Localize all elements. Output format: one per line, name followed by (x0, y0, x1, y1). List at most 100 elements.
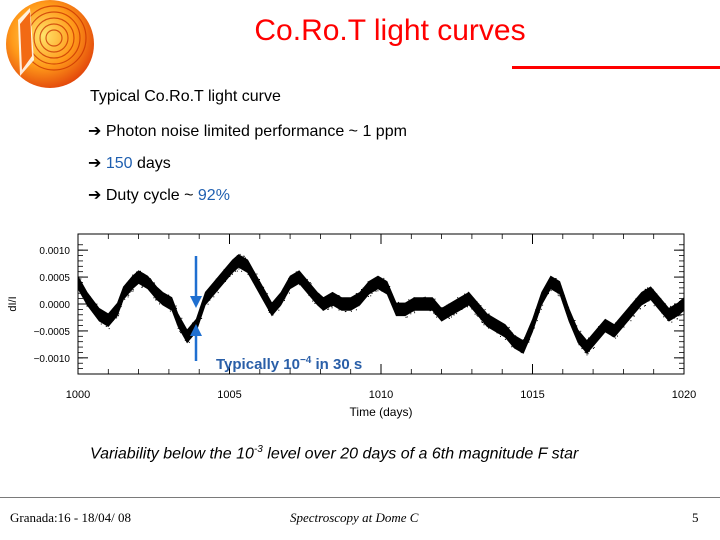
noise-point (96, 303, 98, 305)
noise-point (660, 306, 662, 307)
noise-point (327, 309, 329, 310)
noise-point (112, 319, 114, 321)
noise-point (208, 296, 210, 298)
noise-point (288, 277, 290, 279)
noise-point (300, 272, 301, 274)
noise-point (651, 297, 653, 298)
noise-point (363, 293, 365, 295)
noise-point (670, 305, 672, 307)
noise-point (431, 298, 433, 300)
noise-point (184, 330, 186, 332)
noise-point (90, 304, 92, 306)
noise-point (124, 298, 126, 300)
noise-point (489, 318, 491, 320)
noise-point (550, 290, 552, 292)
noise-point (548, 279, 550, 281)
noise-point (536, 310, 538, 311)
noise-point (578, 344, 580, 346)
noise-point (664, 307, 666, 309)
x-tick-label: 1005 (217, 389, 241, 401)
noise-point (481, 318, 483, 320)
noise-point (198, 314, 200, 316)
noise-point (133, 282, 135, 284)
noise-point (593, 333, 595, 335)
noise-point (304, 279, 306, 281)
noise-point (188, 341, 190, 343)
noise-point (474, 313, 476, 315)
noise-point (132, 289, 134, 291)
noise-point (652, 298, 654, 300)
noise-point (149, 278, 151, 280)
right-arrow-icon: ➔ (88, 155, 102, 172)
noise-point (659, 303, 661, 305)
noise-point (181, 322, 183, 323)
noise-point (448, 317, 450, 319)
noise-point (660, 298, 662, 300)
noise-point (314, 302, 316, 304)
noise-point (310, 285, 312, 287)
noise-point (200, 310, 202, 312)
noise-point (409, 309, 411, 311)
noise-point (632, 306, 634, 307)
noise-point (478, 303, 480, 305)
noise-point (140, 279, 142, 280)
noise-point (382, 278, 383, 280)
noise-point (340, 298, 342, 300)
noise-point (160, 298, 162, 300)
noise-point (680, 310, 682, 312)
noise-point (106, 320, 108, 322)
noise-point (165, 299, 167, 301)
noise-point (557, 294, 559, 296)
noise-point (99, 316, 101, 318)
noise-point (150, 289, 152, 291)
noise-point (149, 288, 151, 290)
noise-point (544, 296, 546, 298)
noise-point (434, 306, 435, 308)
noise-point (534, 311, 536, 313)
noise-point (457, 297, 459, 299)
noise-point (617, 323, 619, 325)
noise-point (398, 301, 399, 303)
noise-point (153, 288, 155, 289)
noise-point (647, 287, 649, 289)
noise-point (520, 352, 522, 354)
noise-point (650, 291, 652, 293)
noise-point (350, 310, 352, 312)
noise-point (108, 321, 110, 323)
x-tick-label: 1000 (66, 389, 90, 401)
noise-point (494, 322, 496, 324)
noise-point (481, 321, 483, 323)
bullet-duty-cycle: ➔ Duty cycle ~ 92% (88, 185, 230, 205)
noise-point (294, 281, 296, 283)
noise-point (176, 307, 177, 309)
noise-point (544, 289, 546, 291)
noise-point (572, 329, 574, 331)
noise-point (149, 282, 151, 284)
noise-point (223, 273, 225, 275)
noise-point (366, 287, 368, 289)
noise-point (271, 302, 273, 304)
noise-point (88, 303, 90, 305)
noise-point (127, 296, 129, 298)
noise-point (574, 329, 576, 331)
noise-point (596, 338, 598, 340)
noise-point (657, 306, 659, 308)
noise-point (284, 299, 285, 301)
noise-point (332, 303, 334, 305)
noise-point (569, 314, 571, 316)
noise-point (611, 332, 613, 334)
noise-point (521, 346, 523, 348)
noise-point (459, 308, 461, 310)
noise-point (463, 305, 465, 307)
noise-point (168, 294, 170, 296)
noise-point (272, 303, 274, 305)
noise-point (500, 323, 501, 325)
noise-point (125, 284, 127, 286)
noise-point (181, 320, 182, 322)
noise-point (423, 306, 425, 308)
noise-point (433, 302, 435, 304)
noise-point (471, 299, 472, 301)
noise-point (98, 308, 100, 310)
noise-point (275, 306, 276, 308)
noise-point (603, 328, 605, 330)
